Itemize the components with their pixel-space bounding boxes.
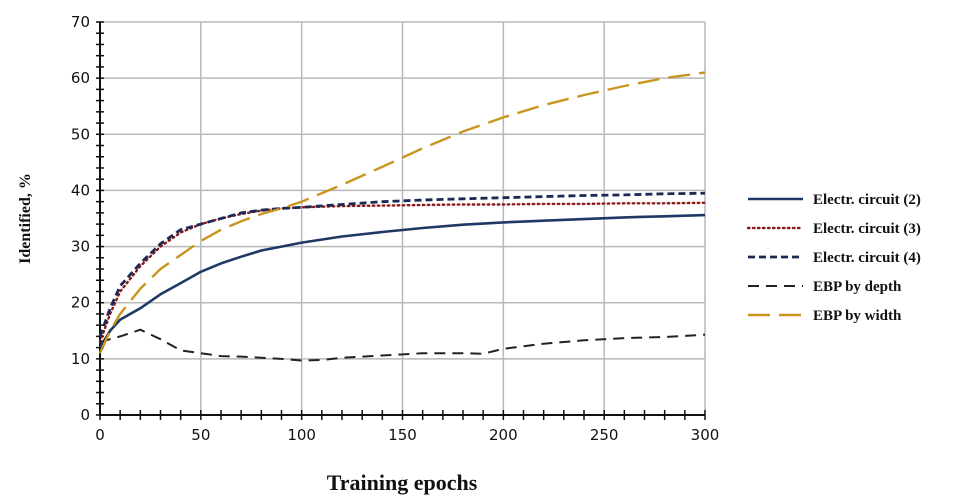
- y-tick-label: 50: [71, 125, 90, 143]
- legend-label-1: Electr. circuit (2): [813, 192, 921, 208]
- y-tick-label: 20: [71, 294, 90, 312]
- series-line-3: [98, 191, 706, 337]
- x-tick-label: 200: [489, 426, 518, 444]
- legend-label-2: Electr. circuit (3): [813, 221, 921, 237]
- y-tick-label: 10: [71, 350, 90, 368]
- legend-label-3: Electr. circuit (4): [813, 250, 921, 266]
- y-tick-label: 30: [71, 238, 90, 256]
- series-line-4: [99, 328, 706, 362]
- series-line-5: [98, 71, 706, 354]
- x-tick-label: 50: [191, 426, 210, 444]
- x-axis-label: Training epochs: [327, 470, 478, 495]
- y-tick-label: 60: [71, 69, 90, 87]
- x-tick-label: 300: [691, 426, 720, 444]
- y-tick-label: 40: [71, 181, 90, 199]
- series-line-2: [98, 201, 707, 344]
- y-tick-label: 70: [71, 13, 90, 31]
- x-tick-label: 0: [95, 426, 105, 444]
- y-tick-label: 0: [80, 406, 90, 424]
- legend-label-4: EBP by depth: [813, 279, 902, 295]
- legend-label-5: EBP by width: [813, 308, 902, 324]
- x-tick-label: 150: [388, 426, 417, 444]
- legend: Electr. circuit (2) Electr. circuit (3) El…: [746, 192, 921, 324]
- ticks: 0 50 100 150 200 250 300 0 10 20 30 40 50 60 70: [71, 13, 719, 444]
- x-tick-label: 250: [590, 426, 619, 444]
- series-lines: [98, 71, 707, 362]
- x-tick-label: 100: [287, 426, 316, 444]
- y-axis-label: Identified, %: [17, 173, 34, 264]
- series-line-1: [98, 213, 706, 349]
